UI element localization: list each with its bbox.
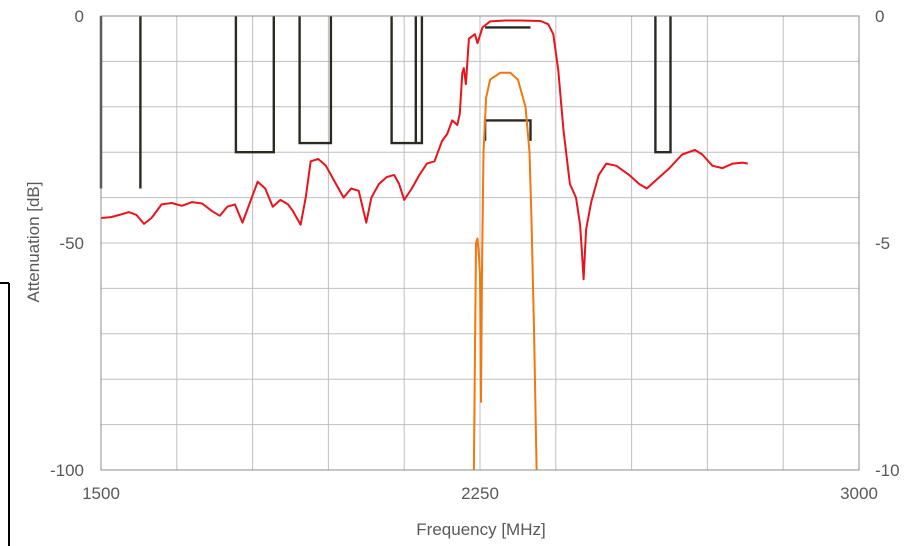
- mask-segment: [654, 16, 672, 154]
- plot-frame: [100, 15, 860, 471]
- page-edge-line: [8, 283, 10, 546]
- tick-labels: 1500 2250 3000 0 -50 -100 0 -5 -10: [50, 7, 900, 503]
- x-tick-label: 2250: [461, 484, 499, 503]
- x-tick-label: 1500: [82, 484, 120, 503]
- grid: [101, 16, 859, 470]
- spec-mask: [99, 16, 672, 189]
- series-line-wide: [101, 19, 748, 281]
- y2-tick-label: -5: [875, 234, 890, 253]
- mask-segment: [483, 119, 532, 141]
- mask-segment: [390, 16, 424, 145]
- page-edge-line: [0, 282, 9, 284]
- y2-tick-label: 0: [875, 7, 884, 26]
- mask-segment: [298, 16, 333, 145]
- y-tick-label: 0: [75, 7, 84, 26]
- series-line-zoom: [472, 71, 538, 470]
- y-tick-label: -100: [50, 461, 84, 480]
- x-axis-title: Frequency [MHz]: [416, 520, 545, 539]
- y2-tick-label: -10: [875, 461, 900, 480]
- x-tick-label: 3000: [840, 484, 878, 503]
- mask-segment: [234, 16, 275, 154]
- y-tick-label: -50: [59, 234, 84, 253]
- y-axis-title: Attenuation [dB]: [24, 182, 43, 303]
- series-group: [101, 19, 748, 470]
